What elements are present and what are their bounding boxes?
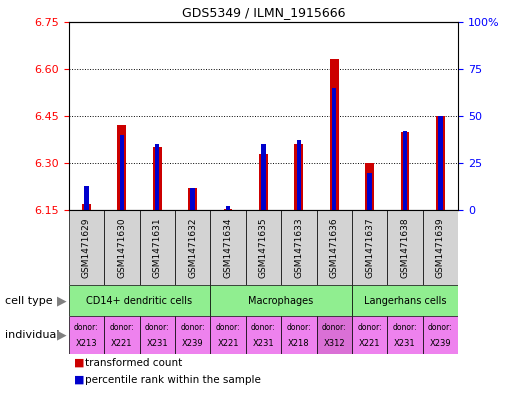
Bar	[436, 116, 445, 210]
Bar	[210, 285, 352, 316]
Bar	[352, 316, 387, 354]
Bar	[84, 186, 89, 210]
Bar	[401, 132, 409, 210]
Bar	[175, 316, 210, 354]
Bar	[118, 125, 126, 210]
Bar	[246, 316, 281, 354]
Text: donor:: donor:	[428, 323, 453, 332]
Bar	[387, 210, 422, 285]
Bar	[188, 188, 197, 210]
Text: GSM1471629: GSM1471629	[82, 217, 91, 278]
Text: ▶: ▶	[56, 294, 66, 307]
Text: donor:: donor:	[74, 323, 99, 332]
Text: GSM1471639: GSM1471639	[436, 217, 445, 278]
Text: X231: X231	[394, 339, 416, 348]
Bar	[317, 316, 352, 354]
Bar	[438, 116, 442, 210]
Text: GSM1471631: GSM1471631	[153, 217, 162, 278]
Text: X221: X221	[111, 339, 132, 348]
Bar	[155, 144, 159, 210]
Text: GSM1471634: GSM1471634	[223, 217, 233, 278]
Bar	[422, 316, 458, 354]
Bar	[139, 316, 175, 354]
Text: X218: X218	[288, 339, 309, 348]
Bar	[261, 144, 266, 210]
Bar	[281, 210, 317, 285]
Bar	[69, 210, 104, 285]
Bar	[223, 209, 233, 210]
Bar	[317, 210, 352, 285]
Text: X239: X239	[430, 339, 451, 348]
Text: X239: X239	[182, 339, 204, 348]
Bar	[330, 59, 338, 210]
Bar	[190, 187, 195, 210]
Text: GSM1471637: GSM1471637	[365, 217, 374, 278]
Text: donor:: donor:	[287, 323, 311, 332]
Text: cell type: cell type	[5, 296, 53, 306]
Text: donor:: donor:	[357, 323, 382, 332]
Bar	[403, 131, 407, 210]
Bar	[332, 88, 336, 210]
Bar	[294, 144, 303, 210]
Text: ▶: ▶	[56, 329, 66, 342]
Text: X231: X231	[147, 339, 168, 348]
Text: donor:: donor:	[251, 323, 276, 332]
Bar	[297, 140, 301, 210]
Text: donor:: donor:	[392, 323, 417, 332]
Bar	[104, 210, 139, 285]
Text: percentile rank within the sample: percentile rank within the sample	[85, 375, 261, 385]
Text: X231: X231	[252, 339, 274, 348]
Text: donor:: donor:	[109, 323, 134, 332]
Bar	[352, 210, 387, 285]
Text: GSM1471630: GSM1471630	[117, 217, 126, 278]
Bar	[82, 204, 91, 210]
Bar	[210, 210, 246, 285]
Text: X312: X312	[323, 339, 345, 348]
Text: X221: X221	[359, 339, 380, 348]
Text: GSM1471632: GSM1471632	[188, 217, 197, 278]
Bar	[153, 147, 162, 210]
Text: Macrophages: Macrophages	[248, 296, 314, 306]
Bar	[281, 316, 317, 354]
Bar	[387, 316, 422, 354]
Text: donor:: donor:	[322, 323, 347, 332]
Bar	[175, 210, 210, 285]
Text: X213: X213	[76, 339, 97, 348]
Text: X221: X221	[217, 339, 239, 348]
Bar	[104, 316, 139, 354]
Bar	[259, 154, 268, 210]
Text: ■: ■	[74, 358, 84, 368]
Bar	[139, 210, 175, 285]
Text: GSM1471636: GSM1471636	[330, 217, 338, 278]
Text: donor:: donor:	[216, 323, 240, 332]
Bar	[367, 173, 372, 210]
Text: GSM1471638: GSM1471638	[401, 217, 410, 278]
Text: transformed count: transformed count	[85, 358, 182, 368]
Bar	[120, 135, 124, 210]
Bar	[365, 163, 374, 210]
Text: donor:: donor:	[180, 323, 205, 332]
Bar	[210, 316, 246, 354]
Bar	[422, 210, 458, 285]
Bar	[352, 285, 458, 316]
Text: CD14+ dendritic cells: CD14+ dendritic cells	[87, 296, 192, 306]
Text: individual: individual	[5, 330, 60, 340]
Bar	[69, 316, 104, 354]
Title: GDS5349 / ILMN_1915666: GDS5349 / ILMN_1915666	[182, 6, 345, 19]
Bar	[69, 285, 210, 316]
Text: ■: ■	[74, 375, 84, 385]
Bar	[246, 210, 281, 285]
Bar	[226, 206, 230, 210]
Text: GSM1471635: GSM1471635	[259, 217, 268, 278]
Text: GSM1471633: GSM1471633	[294, 217, 303, 278]
Text: donor:: donor:	[145, 323, 169, 332]
Text: Langerhans cells: Langerhans cells	[364, 296, 446, 306]
